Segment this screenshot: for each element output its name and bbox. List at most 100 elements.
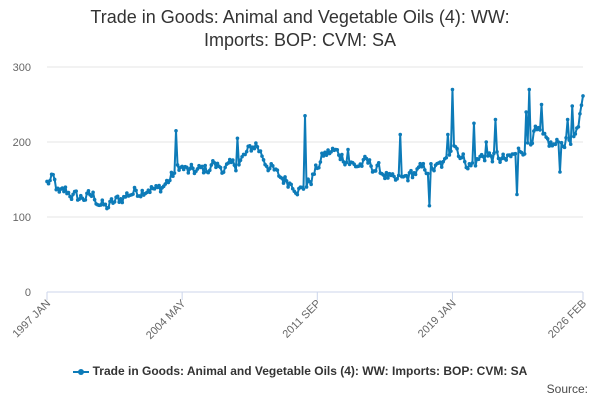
data-point[interactable] — [410, 175, 415, 180]
data-point[interactable] — [134, 188, 138, 193]
data-point[interactable] — [571, 134, 576, 139]
data-point[interactable] — [249, 149, 254, 153]
data-point[interactable] — [171, 174, 175, 179]
data-point[interactable] — [441, 159, 446, 164]
data-point[interactable] — [498, 160, 502, 164]
data-point[interactable] — [77, 197, 82, 201]
data-point[interactable] — [564, 135, 568, 140]
data-point[interactable] — [195, 167, 200, 171]
data-point[interactable] — [260, 154, 264, 158]
data-point[interactable] — [284, 179, 289, 183]
data-point[interactable] — [495, 149, 499, 154]
data-point[interactable] — [565, 117, 570, 122]
data-point[interactable] — [223, 165, 227, 170]
data-point[interactable] — [513, 151, 518, 156]
data-point[interactable] — [181, 167, 186, 172]
data-point[interactable] — [247, 143, 252, 148]
data-point[interactable] — [338, 157, 343, 162]
data-point[interactable] — [466, 166, 470, 171]
data-point[interactable] — [51, 172, 55, 177]
data-point[interactable] — [186, 171, 191, 175]
data-point[interactable] — [234, 168, 238, 173]
data-point[interactable] — [109, 197, 114, 201]
data-point[interactable] — [366, 161, 370, 165]
data-point[interactable] — [323, 150, 327, 155]
data-point[interactable] — [337, 153, 341, 157]
data-point[interactable] — [120, 200, 125, 205]
data-point[interactable] — [439, 165, 444, 169]
data-point[interactable] — [175, 163, 180, 167]
data-point[interactable] — [481, 154, 485, 159]
data-point[interactable] — [496, 156, 501, 161]
data-point[interactable] — [172, 171, 177, 175]
data-point[interactable] — [180, 164, 184, 169]
data-point[interactable] — [545, 137, 550, 141]
data-point[interactable] — [361, 157, 366, 162]
data-point[interactable] — [553, 142, 558, 147]
data-point[interactable] — [455, 146, 459, 151]
data-point[interactable] — [390, 172, 395, 176]
data-point[interactable] — [489, 154, 493, 158]
data-point[interactable] — [200, 164, 204, 169]
data-point[interactable] — [112, 200, 117, 204]
data-point[interactable] — [132, 185, 137, 190]
data-point[interactable] — [376, 161, 381, 165]
data-point[interactable] — [57, 190, 62, 194]
data-point[interactable] — [386, 176, 390, 180]
data-point[interactable] — [527, 87, 532, 92]
data-point[interactable] — [83, 198, 88, 202]
data-point[interactable] — [413, 172, 418, 177]
data-point[interactable] — [174, 128, 178, 133]
data-point[interactable] — [423, 168, 427, 172]
data-point[interactable] — [318, 160, 323, 164]
data-point[interactable] — [429, 161, 433, 166]
data-point[interactable] — [62, 189, 66, 194]
data-point[interactable] — [449, 149, 453, 153]
data-point[interactable] — [324, 153, 329, 157]
data-point[interactable] — [427, 203, 432, 208]
data-point[interactable] — [473, 163, 478, 168]
data-point[interactable] — [367, 158, 372, 162]
data-point[interactable] — [398, 132, 403, 137]
data-point[interactable] — [321, 154, 326, 158]
data-point[interactable] — [476, 157, 481, 162]
data-point[interactable] — [275, 168, 280, 172]
data-point[interactable] — [68, 194, 72, 199]
data-point[interactable] — [493, 117, 498, 122]
data-point[interactable] — [243, 152, 247, 157]
data-point[interactable] — [320, 151, 324, 156]
data-point[interactable] — [295, 192, 300, 197]
data-point[interactable] — [261, 158, 266, 162]
data-point[interactable] — [301, 187, 306, 191]
data-point[interactable] — [283, 175, 287, 179]
data-point[interactable] — [63, 185, 68, 189]
data-point[interactable] — [131, 192, 135, 196]
data-point[interactable] — [558, 170, 562, 174]
data-point[interactable] — [404, 173, 409, 178]
data-point[interactable] — [303, 113, 307, 118]
data-point[interactable] — [568, 142, 573, 147]
data-point[interactable] — [450, 87, 455, 92]
data-point[interactable] — [169, 170, 174, 175]
data-point[interactable] — [74, 189, 78, 193]
data-point[interactable] — [396, 173, 401, 178]
data-point[interactable] — [573, 132, 578, 136]
data-point[interactable] — [524, 110, 528, 114]
data-point[interactable] — [157, 183, 161, 188]
data-point[interactable] — [209, 163, 214, 167]
data-point[interactable] — [55, 186, 60, 191]
data-point[interactable] — [286, 185, 290, 189]
data-point[interactable] — [579, 103, 584, 107]
legend-item[interactable]: Trade in Goods: Animal and Vegetable Oil… — [0, 364, 600, 378]
data-point[interactable] — [312, 172, 317, 176]
data-point[interactable] — [469, 163, 473, 168]
data-point[interactable] — [226, 161, 231, 165]
data-point[interactable] — [538, 128, 542, 132]
data-point[interactable] — [346, 147, 350, 152]
data-point[interactable] — [432, 168, 436, 173]
data-point[interactable] — [177, 168, 181, 172]
data-point[interactable] — [163, 182, 168, 186]
data-point[interactable] — [459, 155, 464, 160]
data-point[interactable] — [548, 140, 553, 144]
data-point[interactable] — [446, 132, 450, 137]
